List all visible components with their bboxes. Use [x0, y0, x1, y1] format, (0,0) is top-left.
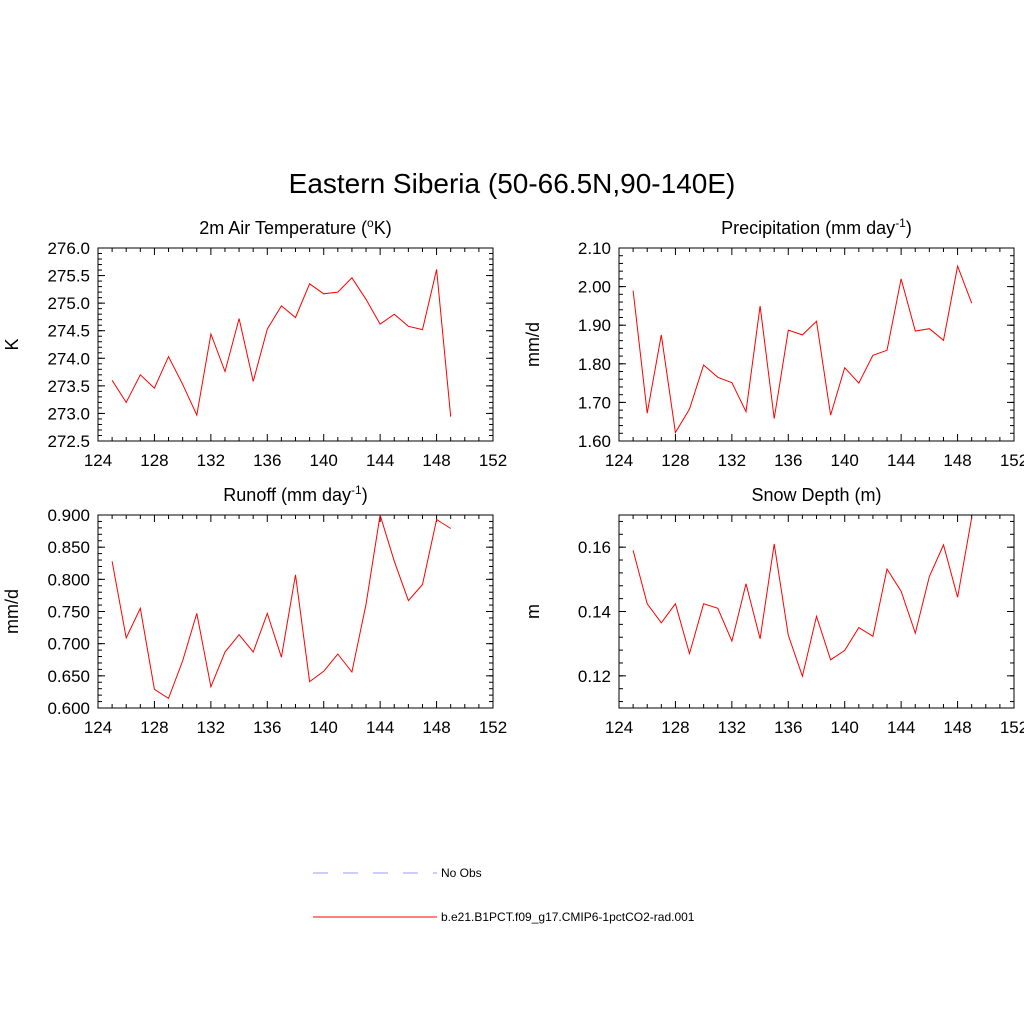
plot-frame-snow-depth	[618, 514, 1015, 709]
y-tick-label-air-temperature: 272.5	[47, 432, 90, 451]
x-tick-label-precipitation: 132	[718, 451, 746, 470]
panel-runoff: Runoff (mm day-1) mm/d 124 128 132 136 140 144 1…	[2, 483, 507, 737]
y-tick-label-runoff: 0.850	[47, 538, 90, 557]
x-tick-label-precipitation: 140	[831, 451, 859, 470]
x-tick-label-air-temperature: 136	[253, 451, 281, 470]
x-tick-label-precipitation: 152	[1000, 451, 1024, 470]
y-tick-label-precipitation: 1.90	[578, 316, 611, 335]
x-tick-label-snow-depth: 128	[661, 718, 689, 737]
x-tick-label-air-temperature: 124	[84, 451, 112, 470]
x-tick-label-runoff: 124	[84, 718, 112, 737]
plot-frame-runoff	[97, 514, 494, 709]
y-tick-label-runoff: 0.700	[47, 635, 90, 654]
x-tick-label-precipitation: 128	[661, 451, 689, 470]
x-tick-label-snow-depth: 132	[718, 718, 746, 737]
y-axis-label-snow-depth: m	[523, 604, 543, 619]
series-line-air-temperature	[111, 269, 452, 417]
x-tick-label-snow-depth: 152	[1000, 718, 1024, 737]
legend: No Obs b.e21.B1PCT.f09_g17.CMIP6-1pctCO2…	[313, 866, 695, 924]
y-tick-label-precipitation: 2.00	[578, 278, 611, 297]
y-tick-label-runoff: 0.900	[47, 506, 90, 525]
x-tick-label-air-temperature: 148	[422, 451, 450, 470]
y-tick-label-air-temperature: 274.5	[47, 322, 90, 341]
x-tick-label-snow-depth: 144	[887, 718, 915, 737]
x-tick-label-air-temperature: 132	[197, 451, 225, 470]
x-tick-label-runoff: 136	[253, 718, 281, 737]
y-tick-label-air-temperature: 273.0	[47, 404, 90, 423]
figure-title: Eastern Siberia (50-66.5N,90-140E)	[289, 168, 736, 199]
y-tick-label-runoff: 0.750	[47, 603, 90, 622]
panel-precipitation: Precipitation (mm day-1) mm/d 124 128 132 136…	[523, 216, 1024, 470]
y-axis-label-precipitation: mm/d	[523, 322, 543, 367]
x-tick-label-air-temperature: 152	[479, 451, 507, 470]
x-tick-label-air-temperature: 128	[140, 451, 168, 470]
x-tick-label-precipitation: 136	[774, 451, 802, 470]
y-tick-label-air-temperature: 275.5	[47, 267, 90, 286]
y-tick-label-air-temperature: 275.0	[47, 294, 90, 313]
x-tick-label-snow-depth: 140	[831, 718, 859, 737]
y-tick-label-air-temperature: 273.5	[47, 377, 90, 396]
x-tick-label-runoff: 132	[197, 718, 225, 737]
x-tick-label-runoff: 144	[366, 718, 394, 737]
x-tick-label-runoff: 148	[422, 718, 450, 737]
x-tick-label-snow-depth: 148	[943, 718, 971, 737]
y-tick-label-precipitation: 1.70	[578, 393, 611, 412]
y-tick-label-runoff: 0.800	[47, 570, 90, 589]
x-tick-label-runoff: 128	[140, 718, 168, 737]
x-tick-label-air-temperature: 144	[366, 451, 394, 470]
x-tick-label-air-temperature: 140	[310, 451, 338, 470]
y-tick-label-air-temperature: 274.0	[47, 349, 90, 368]
y-tick-label-precipitation: 1.60	[578, 432, 611, 451]
series-line-snow-depth	[632, 517, 973, 678]
x-tick-label-snow-depth: 136	[774, 718, 802, 737]
panel-title-precipitation: Precipitation (mm day-1)	[721, 216, 912, 238]
x-tick-label-snow-depth: 124	[605, 718, 633, 737]
legend-label-model: b.e21.B1PCT.f09_g17.CMIP6-1pctCO2-rad.00…	[441, 910, 695, 924]
y-axis-label-air-temperature: K	[2, 338, 22, 350]
y-axis-label-runoff: mm/d	[2, 589, 22, 634]
plot-frame-air-temperature	[97, 247, 494, 442]
x-tick-label-precipitation: 124	[605, 451, 633, 470]
legend-label-no-obs: No Obs	[441, 866, 482, 880]
x-tick-label-runoff: 152	[479, 718, 507, 737]
y-tick-label-precipitation: 2.10	[578, 239, 611, 258]
x-tick-label-runoff: 140	[310, 718, 338, 737]
series-line-runoff	[111, 514, 451, 700]
panel-title-snow-depth: Snow Depth (m)	[751, 485, 881, 505]
y-tick-label-runoff: 0.650	[47, 667, 90, 686]
x-tick-label-precipitation: 148	[943, 451, 971, 470]
plot-frame-precipitation	[618, 247, 1015, 442]
y-tick-label-air-temperature: 276.0	[47, 239, 90, 258]
y-tick-label-snow-depth: 0.16	[578, 538, 611, 557]
y-tick-label-precipitation: 1.80	[578, 355, 611, 374]
panel-title-air-temperature: 2m Air Temperature (oK)	[199, 216, 391, 238]
x-tick-label-precipitation: 144	[887, 451, 915, 470]
panel-title-runoff: Runoff (mm day-1)	[223, 483, 367, 505]
panel-air-temperature: 2m Air Temperature (oK) K 124 128 132 136 140 1…	[2, 216, 507, 470]
y-tick-label-snow-depth: 0.12	[578, 667, 611, 686]
series-line-precipitation	[632, 264, 973, 434]
y-tick-label-snow-depth: 0.14	[578, 603, 611, 622]
y-tick-label-runoff: 0.600	[47, 699, 90, 718]
panel-snow-depth: Snow Depth (m) m 124 128 132 136 140 144 148 152 0…	[523, 485, 1024, 737]
